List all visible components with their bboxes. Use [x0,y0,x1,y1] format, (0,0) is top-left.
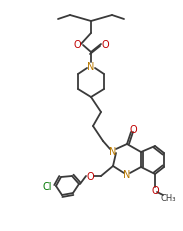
Text: O: O [101,40,109,50]
Text: N: N [123,169,131,179]
Text: CH₃: CH₃ [160,194,176,203]
Text: N: N [87,62,95,72]
Text: O: O [151,185,159,195]
Text: N: N [109,146,117,156]
Text: O: O [129,125,137,134]
Text: O: O [86,171,94,181]
Text: Cl: Cl [42,181,52,191]
Text: O: O [73,40,81,50]
